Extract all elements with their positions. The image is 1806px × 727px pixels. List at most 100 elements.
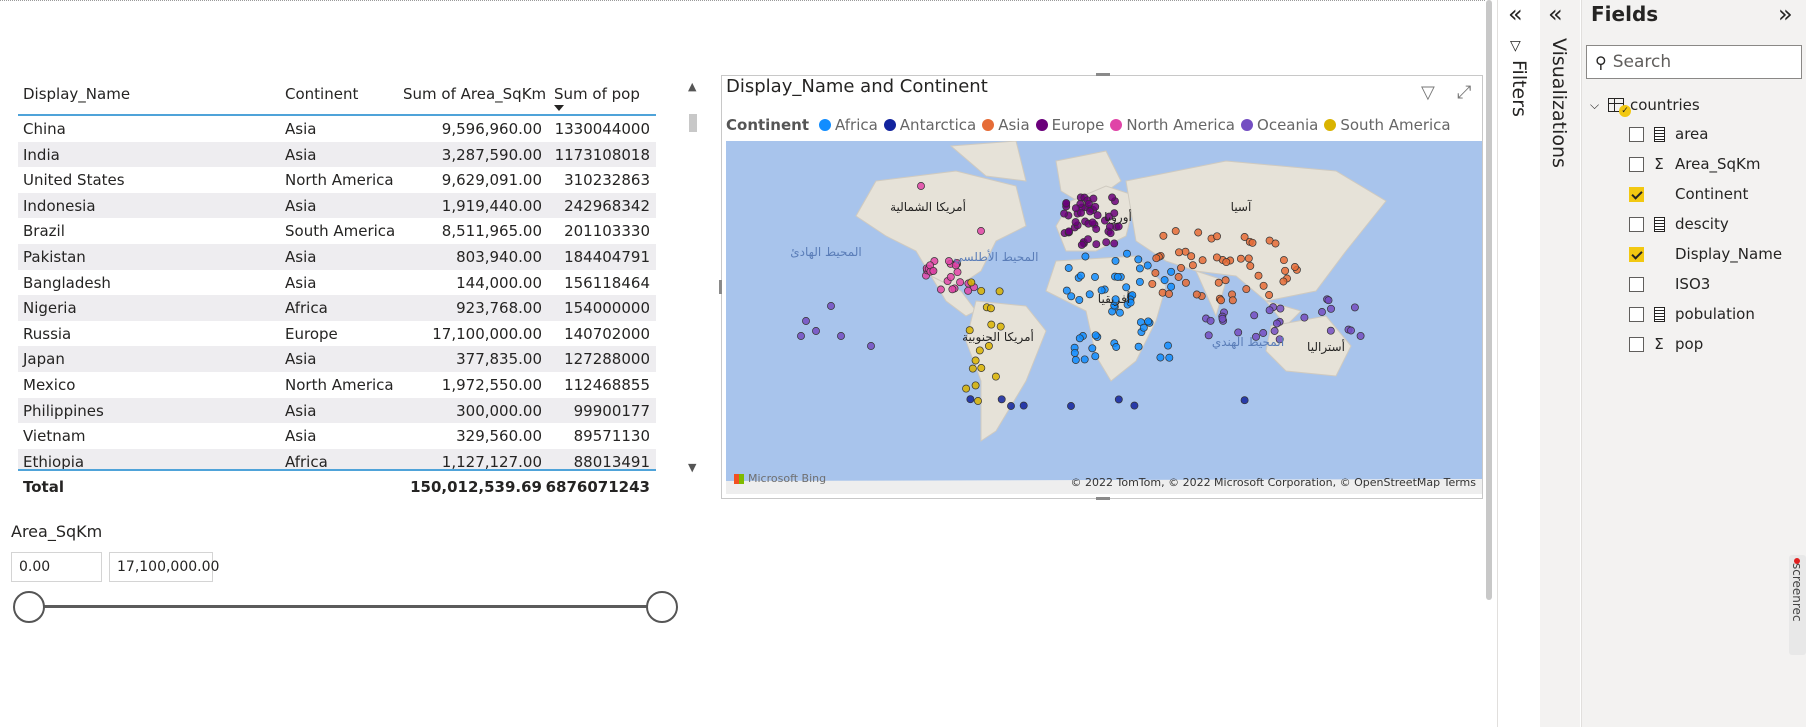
slider-track[interactable] (28, 605, 673, 608)
chevron-down-icon[interactable]: ⌵ (1590, 97, 1600, 112)
map-point[interactable] (1084, 235, 1092, 244)
map-point[interactable] (1134, 342, 1143, 351)
map-point[interactable] (1240, 396, 1249, 405)
map-point[interactable] (1067, 402, 1075, 410)
map-point[interactable] (1159, 231, 1168, 240)
map-point[interactable] (1188, 261, 1197, 270)
scroll-thumb[interactable] (689, 114, 697, 132)
map-point[interactable] (1300, 313, 1309, 322)
map-point[interactable] (987, 320, 996, 329)
map-point[interactable] (1204, 331, 1213, 340)
resize-handle-left[interactable] (719, 280, 722, 294)
map-point[interactable] (1112, 343, 1121, 351)
map-point[interactable] (1275, 335, 1284, 344)
map-point[interactable] (966, 395, 975, 404)
map-point[interactable] (967, 278, 976, 287)
map-point[interactable] (965, 326, 974, 335)
legend-item[interactable]: South America (1324, 116, 1451, 134)
map-point[interactable] (1192, 290, 1201, 299)
map-point[interactable] (1088, 218, 1097, 227)
table-countries[interactable]: ⌵ ✓ countries (1590, 93, 1700, 117)
field-item-display_name[interactable]: Display_Name (1629, 242, 1782, 266)
scroll-down-icon[interactable]: ▼ (688, 461, 697, 474)
map-point[interactable] (1234, 328, 1243, 337)
map-point[interactable] (1156, 353, 1165, 362)
field-checkbox[interactable] (1629, 216, 1644, 232)
canvas-scrollbar[interactable] (1486, 0, 1492, 600)
map-point[interactable] (1265, 306, 1274, 315)
map-point[interactable] (1165, 353, 1174, 362)
map-point[interactable] (1077, 208, 1085, 217)
resize-handle-top[interactable] (1096, 73, 1110, 76)
map-point[interactable] (956, 278, 965, 287)
map-point[interactable] (1171, 227, 1180, 236)
map-point[interactable] (996, 322, 1005, 331)
map-point[interactable] (1064, 227, 1073, 236)
map-point[interactable] (1135, 264, 1144, 273)
legend-item[interactable]: Antarctica (883, 116, 976, 134)
scroll-up-icon[interactable]: ▲ (688, 80, 697, 93)
map-point[interactable] (1091, 352, 1100, 361)
map-point[interactable] (1259, 329, 1268, 337)
map-point[interactable] (929, 266, 938, 275)
map-point[interactable] (1270, 327, 1279, 335)
fields-search-input[interactable]: ⚲ Search (1586, 45, 1802, 79)
map-point[interactable] (1091, 273, 1099, 281)
field-item-area[interactable]: area (1629, 122, 1708, 146)
map-point[interactable] (1115, 308, 1124, 317)
map-point[interactable] (1259, 281, 1268, 290)
map-point[interactable] (944, 257, 953, 266)
map-point[interactable] (1088, 344, 1097, 353)
map-point[interactable] (962, 384, 971, 393)
map-point[interactable] (977, 364, 986, 372)
map-point[interactable] (986, 304, 995, 313)
map-point[interactable] (1279, 277, 1288, 286)
map-point[interactable] (1347, 326, 1355, 335)
map-point[interactable] (1221, 276, 1230, 285)
map-point[interactable] (1246, 261, 1255, 270)
slider-min-handle[interactable] (13, 591, 45, 623)
map-point[interactable] (1198, 256, 1207, 265)
map-point[interactable] (1187, 252, 1196, 261)
map-point[interactable] (1236, 254, 1245, 263)
map-point[interactable] (1279, 256, 1288, 265)
map-point[interactable] (1067, 292, 1076, 301)
field-item-continent[interactable]: Continent (1629, 182, 1748, 206)
map-point[interactable] (1144, 317, 1153, 326)
field-checkbox[interactable] (1629, 306, 1644, 322)
map-point[interactable] (1213, 232, 1221, 241)
table-row[interactable]: Russia Europe 17,100,000.00 140702000 (18, 321, 656, 347)
map-point[interactable] (984, 341, 993, 350)
map-point[interactable] (1097, 286, 1106, 295)
map-point[interactable] (1148, 279, 1157, 288)
map-point[interactable] (1160, 276, 1169, 285)
table-row[interactable]: China Asia 9,596,960.00 1330044000 (18, 116, 656, 142)
map-point[interactable] (1084, 199, 1093, 208)
field-item-area_sqkm[interactable]: Σ Area_SqKm (1629, 152, 1761, 176)
table-row[interactable]: Indonesia Asia 1,919,440.00 242968342 (18, 192, 656, 219)
map-point[interactable] (1152, 254, 1161, 263)
map-point[interactable] (1250, 311, 1259, 320)
map-point[interactable] (1177, 263, 1185, 272)
map-point[interactable] (1093, 211, 1102, 220)
visualizations-label[interactable]: Visualizations (1548, 38, 1570, 168)
map-point[interactable] (1228, 296, 1237, 305)
map-point[interactable] (827, 302, 835, 310)
map-point[interactable] (917, 182, 925, 190)
map-point[interactable] (975, 346, 984, 355)
table-scrollbar[interactable]: ▲ ▼ (686, 78, 700, 478)
slider-max-handle[interactable] (646, 591, 678, 623)
table-row[interactable]: Bangladesh Asia 144,000.00 156118464 (18, 270, 656, 296)
map-point[interactable] (1111, 295, 1120, 304)
legend-item[interactable]: Europe (1035, 116, 1104, 134)
map-point[interactable] (797, 332, 805, 340)
map-point[interactable] (1123, 249, 1131, 258)
header-continent[interactable]: Continent (285, 85, 359, 103)
table-row[interactable]: Japan Asia 377,835.00 127288000 (18, 346, 656, 372)
map-point[interactable] (1158, 288, 1167, 297)
map-point[interactable] (867, 342, 875, 350)
filter-icon[interactable]: ▽ (1421, 82, 1435, 103)
map-point[interactable] (948, 285, 957, 294)
map-point[interactable] (1181, 278, 1190, 287)
map-attribution[interactable]: © 2022 TomTom, © 2022 Microsoft Corporat… (1070, 476, 1477, 489)
